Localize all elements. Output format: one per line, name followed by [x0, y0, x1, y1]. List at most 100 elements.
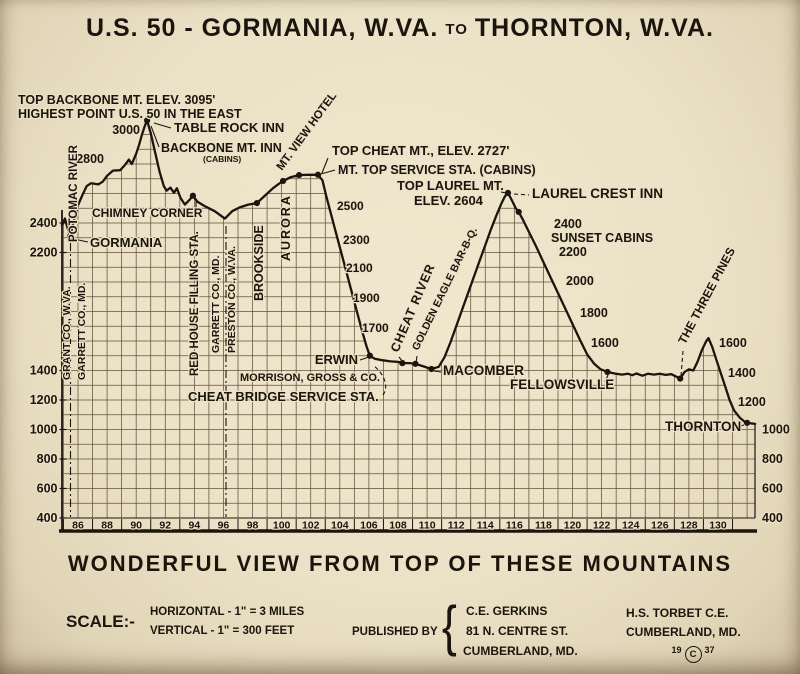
mile-label-94: 94	[189, 520, 201, 532]
label-brookside: BROOKSIDE	[252, 225, 266, 301]
label-2000: 2000	[566, 274, 594, 288]
label-mt-view-hotel: MT. VIEW HOTEL	[275, 90, 340, 173]
label-highest-point-u-s-50-in-the-east: HIGHEST POINT U.S. 50 IN THE EAST	[18, 107, 242, 121]
label-thornton: THORNTON	[665, 419, 741, 434]
label-top-laurel-mt: TOP LAUREL MT.	[397, 178, 504, 193]
label-morrison-gross-co: MORRISON, GROSS & CO.	[240, 372, 380, 384]
label-fellowsville: FELLOWSVILLE	[510, 377, 614, 392]
page-title: U.S. 50 - GORMANIA, W.VA. TO THORNTON, W.V…	[0, 14, 800, 43]
scale-label: SCALE:-	[66, 612, 135, 631]
surveyor-name: H.S. TORBET C.E.	[626, 606, 729, 620]
mile-label-118: 118	[535, 520, 552, 532]
label-2200: 2200	[559, 245, 587, 259]
label-garrett-co-md: GARRETT CO., MD.	[210, 256, 222, 353]
scale-horizontal: HORIZONTAL - 1" = 3 MILES	[150, 606, 305, 618]
copyright-year-suffix: 37	[704, 645, 715, 655]
label-the-three-pines: THE THREE PINES	[675, 245, 738, 346]
label-sunset-cabins: SUNSET CABINS	[551, 231, 653, 245]
station-dot-gormania	[66, 233, 74, 240]
right-elev-label-400: 400	[762, 511, 783, 525]
label-table-rock-inn: TABLE ROCK INN	[174, 120, 284, 135]
copyright-year-prefix: 19	[671, 645, 682, 655]
mile-label-100: 100	[273, 520, 291, 532]
mile-label-120: 120	[564, 520, 582, 532]
leader-line	[321, 157, 329, 174]
label-cheat-bridge-service-sta: CHEAT BRIDGE SERVICE STA.	[188, 389, 379, 404]
label-3000: 3000	[112, 123, 140, 137]
leader-line	[433, 370, 442, 373]
annotations: TOP BACKBONE MT. ELEV. 3095'HIGHEST POIN…	[17, 89, 767, 435]
label-top-backbone-mt-elev-3095: TOP BACKBONE MT. ELEV. 3095'	[18, 93, 215, 107]
label-mt-top-service-sta-cabins: MT. TOP SERVICE STA. (CABINS)	[338, 163, 536, 177]
leader-line	[73, 238, 89, 243]
label-2400: 2400	[554, 217, 582, 231]
station-dot-brookside	[253, 199, 261, 207]
label-2300: 2300	[343, 233, 370, 247]
leader-line	[153, 122, 172, 129]
mile-label-122: 122	[593, 520, 611, 532]
station-dot-top-backbone-mt-table-rock-inn	[143, 117, 151, 124]
label-leaders	[73, 122, 745, 428]
left-elev-label-1000: 1000	[30, 423, 58, 437]
publisher-brace: {	[441, 594, 457, 657]
leader-line	[398, 356, 404, 363]
leader-line	[513, 193, 530, 196]
label-chimney-corner: CHIMNEY CORNER	[92, 206, 203, 220]
right-elev-label-1000: 1000	[762, 423, 790, 437]
left-elev-label-1400: 1400	[30, 364, 58, 378]
label-1200: 1200	[738, 395, 766, 409]
station-dot-top-cheat-mt-mt-top-service-sta	[314, 171, 322, 178]
right-elev-label-800: 800	[762, 452, 783, 466]
left-elev-label-400: 400	[37, 511, 58, 525]
leader-line	[179, 206, 194, 214]
label-potomac-river: POTOMAC RIVER	[68, 144, 80, 242]
label-erwin: ERWIN	[315, 352, 358, 367]
mile-label-116: 116	[506, 520, 523, 532]
label-backbone-mt-inn: BACKBONE MT. INN	[161, 141, 282, 155]
mile-label-112: 112	[448, 520, 465, 532]
publisher-street: 81 N. CENTRE ST.	[466, 624, 569, 638]
leader-line	[500, 191, 507, 194]
leader-line	[320, 169, 336, 175]
label-gormania: GORMANIA	[90, 235, 163, 250]
mile-label-86: 86	[72, 520, 84, 532]
mile-label-96: 96	[218, 520, 230, 532]
mile-label-130: 130	[709, 520, 727, 532]
leader-line	[150, 125, 160, 148]
mile-label-92: 92	[159, 520, 171, 532]
label-cabins: (CABINS)	[203, 154, 241, 164]
title-part1: U.S. 50 - GORMANIA, W.VA.	[86, 14, 439, 42]
mile-label-106: 106	[360, 520, 378, 532]
mile-label-88: 88	[101, 520, 113, 532]
label-laurel-crest-inn: LAUREL CREST INN	[532, 186, 663, 201]
label-1400: 1400	[728, 366, 756, 380]
station-dot-top-laurel-mt-laurel-crest-inn	[504, 189, 512, 197]
station-dot-cheat-river	[399, 360, 406, 367]
left-elev-label-2200: 2200	[30, 246, 58, 260]
copyright-icon: C	[684, 646, 702, 663]
leader-line	[604, 374, 609, 383]
y-axis-labels: 2400 2200 1400 1200 1000 800 600 400 1000 800 600 4…	[28, 215, 791, 526]
label-2100: 2100	[346, 261, 373, 275]
mile-label-128: 128	[680, 520, 698, 532]
station-dot-red-house-filling-sta	[189, 192, 197, 199]
leader-line	[680, 350, 684, 377]
station-dot-the-three-pines-base	[677, 375, 684, 382]
station-dot-thornton	[743, 419, 751, 426]
label-2800: 2800	[76, 152, 104, 166]
title-part3: THORNTON, W.VA.	[474, 14, 714, 42]
publisher-name: C.E. GERKINS	[466, 604, 548, 618]
station-dot-sunset-cabins	[515, 208, 522, 216]
published-by-label: PUBLISHED BY	[352, 626, 438, 638]
label-1700: 1700	[362, 321, 389, 335]
left-elev-label-1200: 1200	[30, 393, 58, 407]
scale-vertical: VERTICAL - 1" = 300 FEET	[150, 625, 295, 637]
mile-label-104: 104	[331, 520, 349, 532]
mile-label-102: 102	[302, 520, 320, 532]
x-axis-labels: 86 88 90 92 94 96 98 100 102 104 106 108 110 112 114 11…	[71, 518, 728, 532]
label-red-house-filling-sta: RED HOUSE FILLING STA.	[189, 231, 201, 376]
leader-line	[415, 355, 418, 364]
label-1600: 1600	[719, 336, 747, 350]
